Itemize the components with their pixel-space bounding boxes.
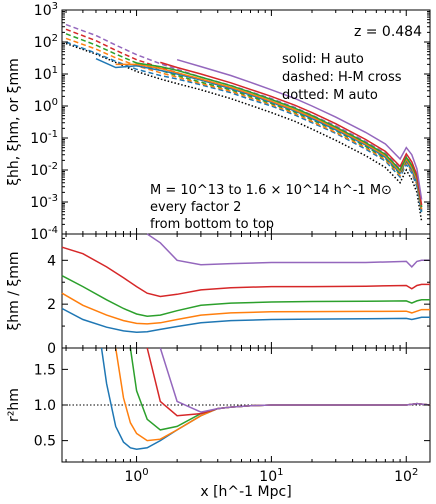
y-tick-label: 10-3 — [30, 193, 58, 211]
y-tick-label: 103 — [34, 1, 58, 19]
y-tick-label: 4 — [47, 253, 56, 269]
legend-solid-text: solid: H auto — [282, 52, 364, 67]
y-tick-label: 1.0 — [34, 398, 56, 414]
redshift-label: z = 0.484 — [354, 24, 422, 40]
halo-auto-solid-line-5 — [176, 58, 423, 200]
y-tick-label: 10-4 — [30, 225, 58, 243]
correlation-coeff-line-2 — [114, 347, 431, 442]
top-panel-curves — [65, 23, 423, 222]
middle-panel-curves — [61, 233, 430, 333]
y-tick-label: 0 — [47, 341, 56, 357]
x-tick-label: 100 — [124, 467, 148, 485]
cross-dashed-line-1 — [65, 41, 423, 215]
mass-range-text: M = 10^13 to 1.6 × 10^14 h^-1 M⊙ — [150, 183, 392, 198]
axis-ticks: 100 101 102 10-4 10-3 10-2 10-1 100 101 102 103 0 2 4… — [30, 1, 430, 485]
halo-auto-solid-line-3 — [136, 62, 423, 208]
y-tick-label: 102 — [34, 33, 58, 51]
correlation-coeff-line-5 — [159, 347, 431, 413]
halo-auto-solid-line-2 — [115, 63, 423, 210]
y-tick-label: 10-2 — [30, 161, 58, 179]
y-tick-label: 100 — [34, 97, 58, 115]
x-tick-label: 101 — [259, 467, 283, 485]
top-ylabel: ξhh, ξhm, or ξmm — [6, 58, 22, 186]
legend-dashed-text: dashed: H-M cross — [282, 70, 402, 85]
middle-ylabel: ξhm / ξmm — [6, 251, 22, 330]
bias-line-5 — [146, 233, 430, 268]
correlation-coeff-line-3 — [129, 347, 431, 431]
bias-line-2 — [61, 292, 430, 325]
xlabel: x [h^-1 Mpc] — [200, 484, 291, 500]
bottom-panel-curves — [62, 347, 431, 450]
legend-dotted-text: dotted: M auto — [282, 88, 378, 103]
bottom-ylabel: r²hm — [6, 388, 22, 422]
y-tick-label: 101 — [34, 65, 58, 83]
order-text: from bottom to top — [150, 217, 274, 232]
y-tick-label: 1.5 — [34, 362, 56, 378]
bias-line-3 — [61, 275, 430, 317]
y-tick-label: 0.5 — [34, 434, 56, 450]
bias-line-4 — [61, 246, 430, 298]
middle-panel-frame — [61, 233, 431, 349]
bias-line-1 — [61, 307, 430, 333]
top-panel-frame — [61, 9, 431, 235]
factor-text: every factor 2 — [150, 200, 241, 215]
y-tick-label: 10-1 — [30, 129, 58, 147]
halo-auto-solid-line-4 — [160, 61, 423, 206]
y-tick-label: 2 — [47, 297, 56, 313]
x-tick-label: 102 — [394, 467, 418, 485]
